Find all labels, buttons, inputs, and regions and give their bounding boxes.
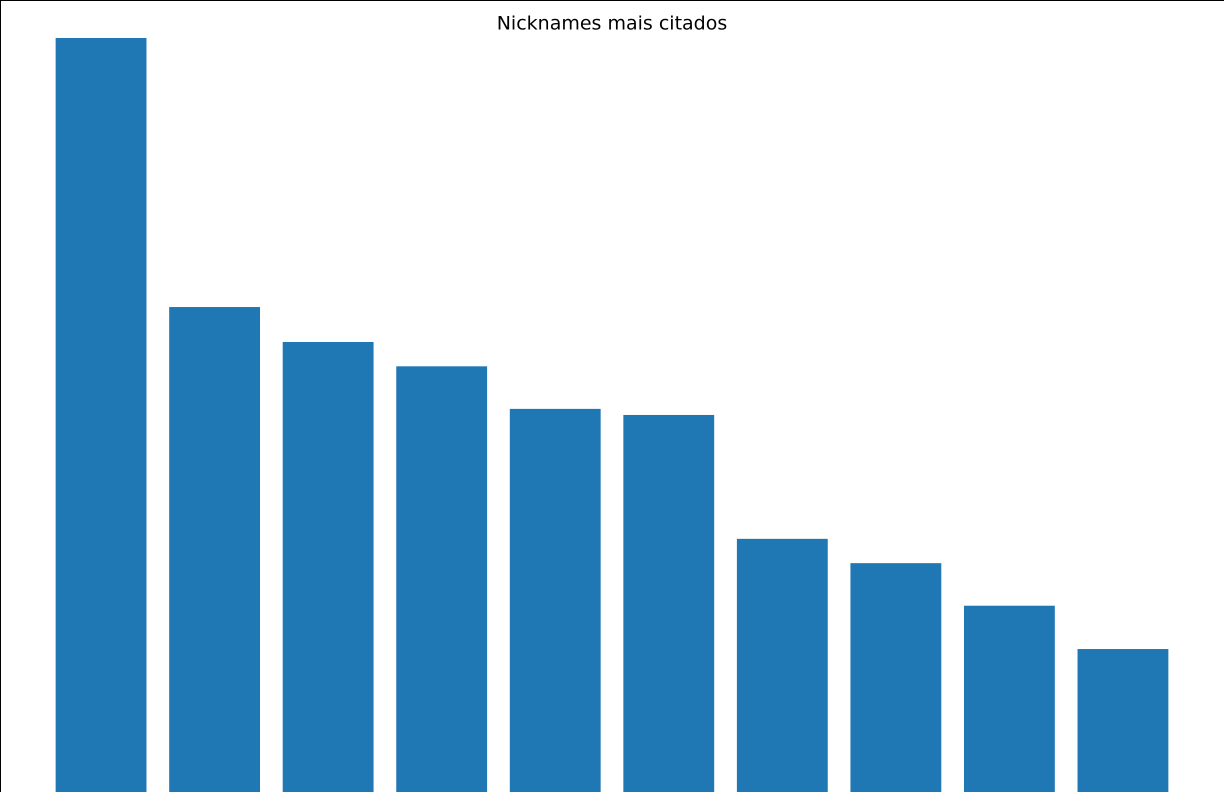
bar — [736, 538, 828, 792]
bar — [623, 414, 715, 792]
bar — [509, 408, 601, 792]
bar — [1077, 649, 1169, 792]
bar — [850, 563, 942, 792]
bar — [963, 605, 1055, 792]
bar — [396, 366, 488, 792]
chart-title: Nicknames mais citados — [497, 13, 728, 35]
bar — [55, 38, 147, 792]
bar — [282, 342, 374, 792]
bar — [169, 307, 261, 792]
